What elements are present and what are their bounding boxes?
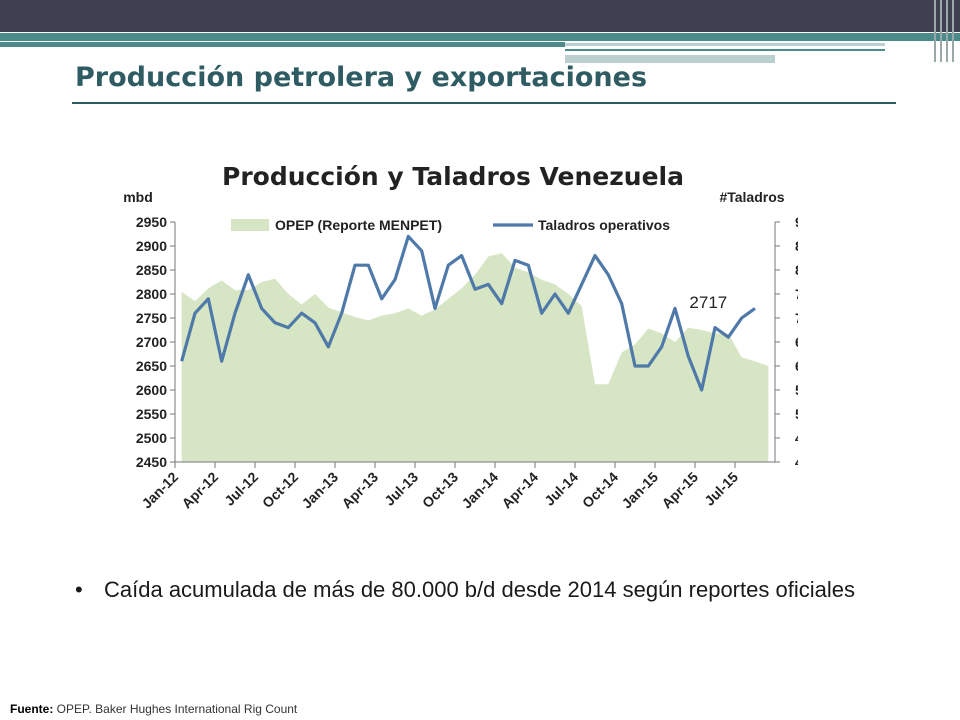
header-stripe: [0, 42, 565, 47]
source-text: OPEP. Baker Hughes International Rig Cou…: [53, 702, 298, 716]
y-tick-label: 2600: [136, 382, 167, 398]
header-bar: [0, 0, 960, 32]
header-stripe: [565, 43, 885, 46]
bullet-point: • Caída acumulada de más de 80.000 b/d d…: [75, 575, 905, 604]
source-note: Fuente: OPEP. Baker Hughes International…: [10, 702, 297, 716]
x-tick-label: Apr-13: [338, 469, 381, 512]
bullet-text: Caída acumulada de más de 80.000 b/d des…: [104, 577, 855, 602]
slide-title: Producción petrolera y exportaciones: [75, 62, 648, 93]
y-tick-label: 2550: [136, 406, 167, 422]
y-tick-label: 2650: [136, 358, 167, 374]
y2-tick-label: 90: [795, 214, 798, 230]
bullet-dot: •: [75, 577, 83, 602]
x-tick-label: Jan-12: [138, 469, 181, 512]
y2-tick-label: 65: [795, 334, 798, 350]
y2-tick-label: 80: [795, 262, 798, 278]
x-tick-label: Apr-14: [498, 469, 541, 512]
x-tick-label: Jul-14: [541, 469, 581, 509]
y-tick-label: 2900: [136, 238, 167, 254]
legend-swatch-opep: [231, 219, 269, 231]
x-tick-label: Oct-13: [419, 469, 461, 511]
x-tick-label: Jan-15: [618, 469, 661, 512]
x-tick-label: Jul-13: [381, 469, 421, 509]
y2-axis-label: #Taladros: [719, 189, 784, 205]
legend-label-taladros: Taladros operativos: [538, 217, 670, 233]
y2-tick-label: 40: [795, 454, 798, 470]
y-tick-label: 2950: [136, 214, 167, 230]
y-tick-label: 2750: [136, 310, 167, 326]
x-tick-label: Jan-13: [298, 469, 341, 512]
chart-title: Producción y Taladros Venezuela: [222, 162, 684, 191]
x-tick-label: Jul-15: [701, 469, 741, 509]
header-stripe: [565, 55, 775, 63]
title-underline: [72, 102, 896, 104]
y2-tick-label: 45: [795, 430, 798, 446]
y2-tick-label: 55: [795, 382, 798, 398]
y-tick-label: 2700: [136, 334, 167, 350]
y-tick-label: 2500: [136, 430, 167, 446]
source-label: Fuente:: [10, 702, 54, 716]
y-tick-label: 2450: [136, 454, 167, 470]
y-axis-label: mbd: [123, 189, 153, 205]
y2-tick-label: 75: [795, 286, 798, 302]
legend-label-opep: OPEP (Reporte MENPET): [275, 217, 442, 233]
x-tick-label: Jul-12: [221, 469, 261, 509]
x-tick-label: Oct-14: [579, 469, 621, 511]
y2-tick-label: 70: [795, 310, 798, 326]
y-tick-label: 2850: [136, 262, 167, 278]
x-tick-label: Apr-15: [658, 469, 701, 512]
line-series-taladros: [180, 234, 756, 392]
y-tick-label: 2800: [136, 286, 167, 302]
header-stripe: [565, 49, 885, 51]
area-series-opep: [181, 253, 769, 462]
x-tick-label: Apr-12: [178, 469, 221, 512]
header-stripe: [0, 33, 960, 41]
y2-tick-label: 85: [795, 238, 798, 254]
y2-tick-label: 50: [795, 406, 798, 422]
header-decoration: [932, 0, 960, 62]
y2-tick-label: 60: [795, 358, 798, 374]
x-tick-label: Jan-14: [458, 469, 501, 512]
data-label-2717: 2717: [689, 293, 727, 312]
x-tick-label: Oct-12: [259, 469, 301, 511]
production-rigs-chart: Producción y Taladros Venezuela mbd #Tal…: [123, 162, 798, 512]
